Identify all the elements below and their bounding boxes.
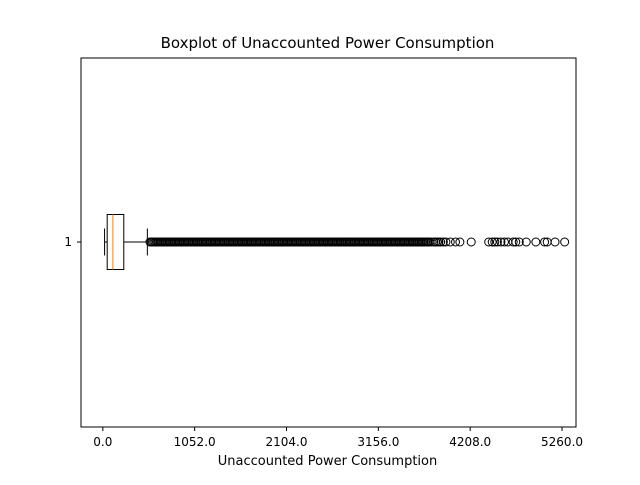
y-tick-label: 1 — [64, 235, 72, 249]
outlier-point — [499, 237, 509, 247]
outlier-point — [484, 237, 494, 247]
x-tick-label: 4208.0 — [449, 435, 491, 449]
x-tick-label: 5260.0 — [541, 435, 583, 449]
outlier-point — [540, 237, 550, 247]
outlier-point — [466, 237, 476, 247]
outlier-point — [441, 237, 451, 247]
outlier-point — [455, 237, 465, 247]
outlier-point — [487, 237, 497, 247]
outlier-point — [511, 237, 521, 247]
outlier-point — [514, 237, 524, 247]
outlier-point — [496, 237, 506, 247]
x-tick-label: 2104.0 — [266, 435, 308, 449]
iqr-box — [106, 214, 125, 270]
outlier-point — [531, 237, 541, 247]
outlier-point — [490, 237, 500, 247]
x-tick-label: 0.0 — [93, 435, 112, 449]
outlier-point — [508, 237, 518, 247]
x-tick-label: 1052.0 — [174, 435, 216, 449]
chart-title: Boxplot of Unaccounted Power Consumption — [160, 34, 495, 52]
outlier-point — [438, 237, 448, 247]
outlier-point — [436, 237, 446, 247]
outlier-point — [521, 237, 531, 247]
outlier-point — [451, 237, 461, 247]
x-tick-label: 3156.0 — [357, 435, 399, 449]
outlier-point — [560, 237, 570, 247]
outlier-point — [492, 237, 502, 247]
outlier-point — [445, 237, 455, 247]
x-axis-label: Unaccounted Power Consumption — [217, 454, 438, 469]
outlier-point — [550, 237, 560, 247]
